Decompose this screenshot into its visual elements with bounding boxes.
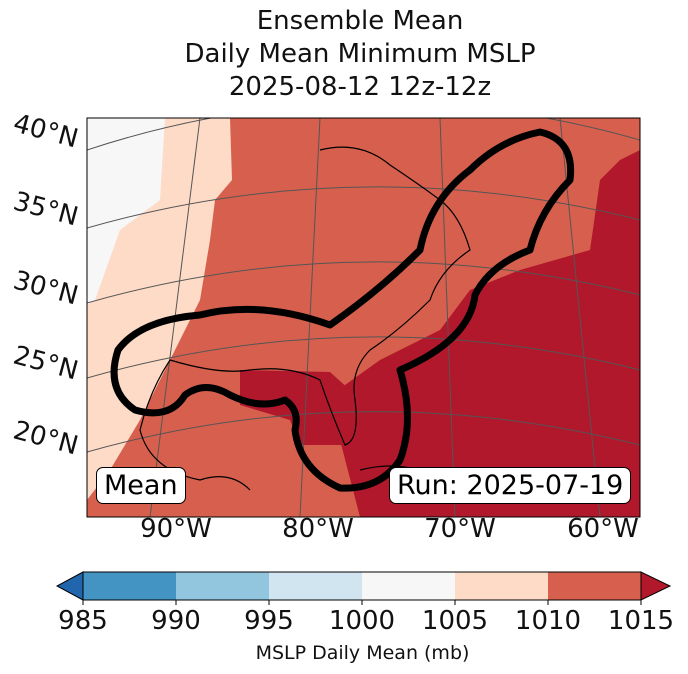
- colorbar-tick: 1010: [514, 606, 582, 636]
- colorbar-tick: 1000: [328, 606, 396, 636]
- title-line-3: 2025-08-12 12z-12z: [228, 72, 492, 102]
- colorbar-tick: 1005: [421, 606, 489, 636]
- lon-label-90: 90°W: [140, 514, 212, 544]
- colorbar-tick: 995: [244, 606, 294, 636]
- colorbar-tick: 985: [58, 606, 108, 636]
- region-995-1000: [87, 118, 165, 305]
- colorbar-segment: [83, 572, 176, 600]
- colorbar-segment: [455, 572, 548, 600]
- run-date-annotation: Run: 2025-07-19: [389, 467, 632, 504]
- colorbar-segment: [362, 572, 455, 600]
- lon-label-70: 70°W: [424, 514, 496, 544]
- colorbar-extend-high: [640, 571, 672, 601]
- colorbar: [55, 571, 672, 605]
- colorbar-label: MSLP Daily Mean (mb): [255, 642, 470, 664]
- contour-1010: [110, 128, 575, 492]
- map-frame: [86, 117, 641, 518]
- title-line-1: Ensemble Mean: [256, 6, 464, 36]
- lon-label-60: 60°W: [567, 514, 639, 544]
- region-above-1010-east: [340, 150, 640, 517]
- mean-annotation: Mean: [96, 467, 186, 504]
- colorbar-segment: [548, 572, 641, 600]
- colorbar-segment: [176, 572, 269, 600]
- colorbar-segment: [269, 572, 362, 600]
- colorbar-extend-low: [55, 571, 84, 601]
- colorbar-tick: 990: [151, 606, 201, 636]
- title-line-2: Daily Mean Minimum MSLP: [184, 39, 536, 69]
- colorbar-tick: 1015: [607, 606, 675, 636]
- lon-label-80: 80°W: [282, 514, 354, 544]
